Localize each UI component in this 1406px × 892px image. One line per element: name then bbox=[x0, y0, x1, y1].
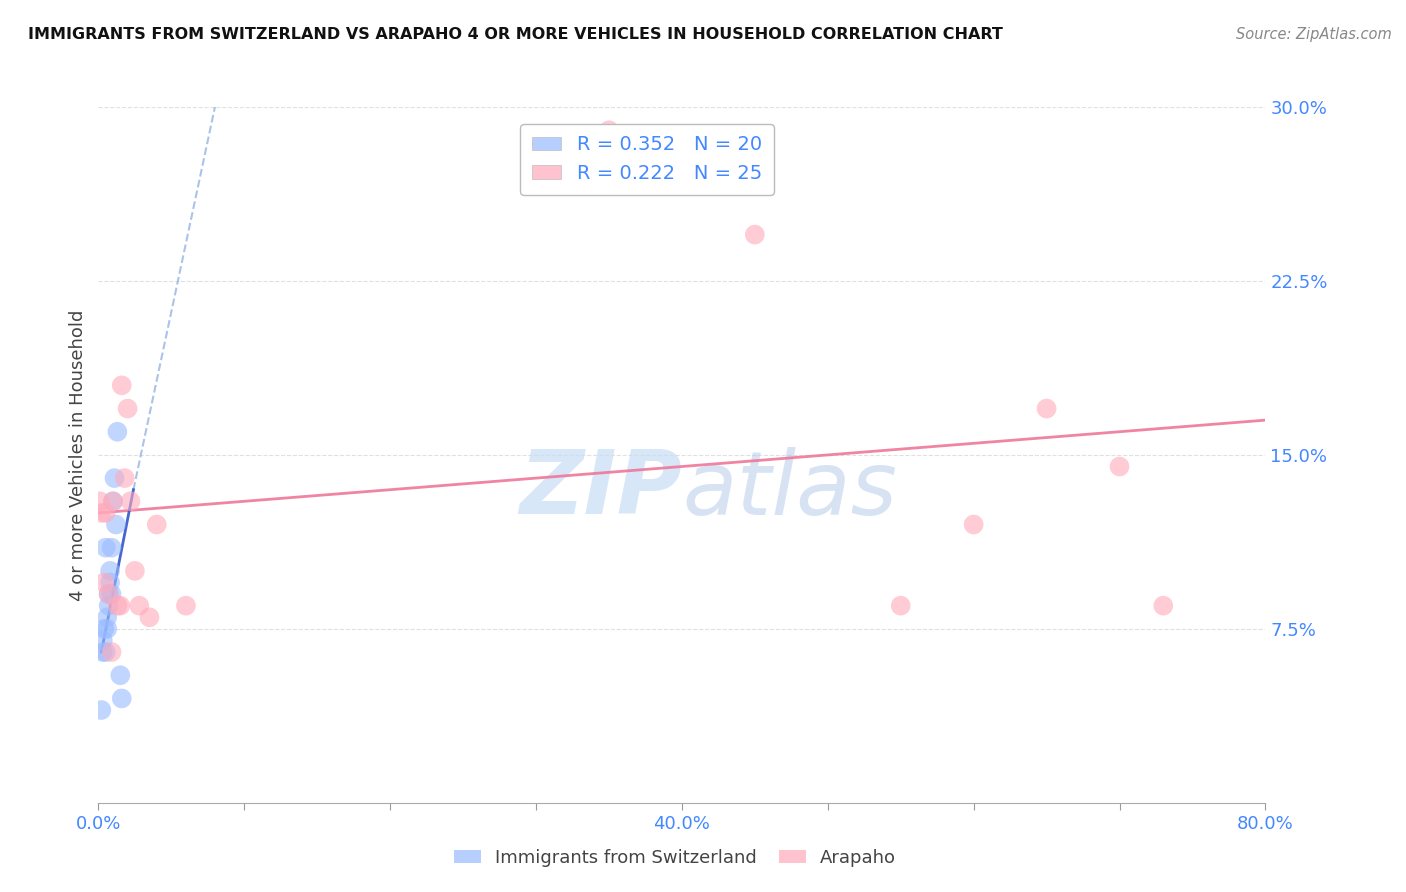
Point bbox=[96, 610, 118, 624]
Point bbox=[90, 703, 112, 717]
Point bbox=[94, 541, 117, 555]
Text: atlas: atlas bbox=[682, 447, 897, 533]
Point bbox=[110, 668, 132, 682]
Point bbox=[128, 599, 150, 613]
Point bbox=[110, 599, 132, 613]
Point bbox=[100, 541, 122, 555]
Point bbox=[93, 622, 115, 636]
Point bbox=[101, 494, 124, 508]
Point bbox=[100, 645, 122, 659]
Legend: Immigrants from Switzerland, Arapaho: Immigrants from Switzerland, Arapaho bbox=[447, 842, 903, 874]
Point bbox=[117, 401, 139, 416]
Point bbox=[97, 587, 120, 601]
Point bbox=[97, 599, 120, 613]
Point bbox=[744, 227, 766, 242]
Text: Source: ZipAtlas.com: Source: ZipAtlas.com bbox=[1236, 27, 1392, 42]
Point bbox=[124, 564, 146, 578]
Point bbox=[93, 575, 115, 590]
Y-axis label: 4 or more Vehicles in Household: 4 or more Vehicles in Household bbox=[69, 310, 87, 600]
Point bbox=[114, 471, 136, 485]
Text: ZIP: ZIP bbox=[519, 446, 682, 533]
Point bbox=[962, 517, 984, 532]
Legend: R = 0.352   N = 20, R = 0.222   N = 25: R = 0.352 N = 20, R = 0.222 N = 25 bbox=[520, 124, 773, 194]
Point bbox=[97, 587, 120, 601]
Point bbox=[101, 494, 124, 508]
Text: IMMIGRANTS FROM SWITZERLAND VS ARAPAHO 4 OR MORE VEHICLES IN HOUSEHOLD CORRELATI: IMMIGRANTS FROM SWITZERLAND VS ARAPAHO 4… bbox=[28, 27, 1002, 42]
Point bbox=[174, 599, 197, 613]
Point bbox=[103, 471, 125, 485]
Point bbox=[111, 378, 134, 392]
Point bbox=[111, 691, 134, 706]
Point bbox=[105, 425, 128, 439]
Point bbox=[90, 506, 112, 520]
Point bbox=[94, 506, 117, 520]
Point bbox=[98, 564, 121, 578]
Point bbox=[1035, 401, 1057, 416]
Point bbox=[104, 517, 127, 532]
Point bbox=[138, 610, 160, 624]
Point bbox=[98, 575, 121, 590]
Point bbox=[100, 587, 122, 601]
Point bbox=[96, 622, 118, 636]
Point bbox=[598, 123, 620, 137]
Point bbox=[91, 633, 114, 648]
Point bbox=[89, 494, 111, 508]
Point bbox=[94, 645, 117, 659]
Point bbox=[890, 599, 912, 613]
Point bbox=[1108, 459, 1130, 474]
Point bbox=[105, 599, 128, 613]
Point bbox=[1152, 599, 1174, 613]
Point bbox=[120, 494, 142, 508]
Point bbox=[91, 645, 114, 659]
Point bbox=[146, 517, 169, 532]
